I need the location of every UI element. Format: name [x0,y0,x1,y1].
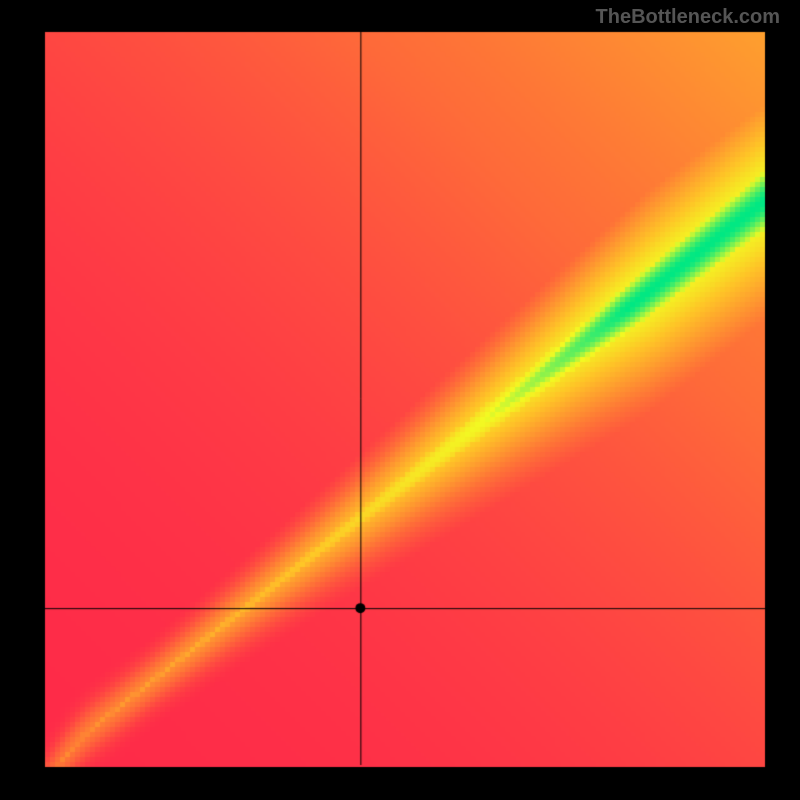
watermark-text: TheBottleneck.com [596,6,780,29]
chart-container: TheBottleneck.com [0,0,800,800]
bottleneck-heatmap [0,0,800,800]
